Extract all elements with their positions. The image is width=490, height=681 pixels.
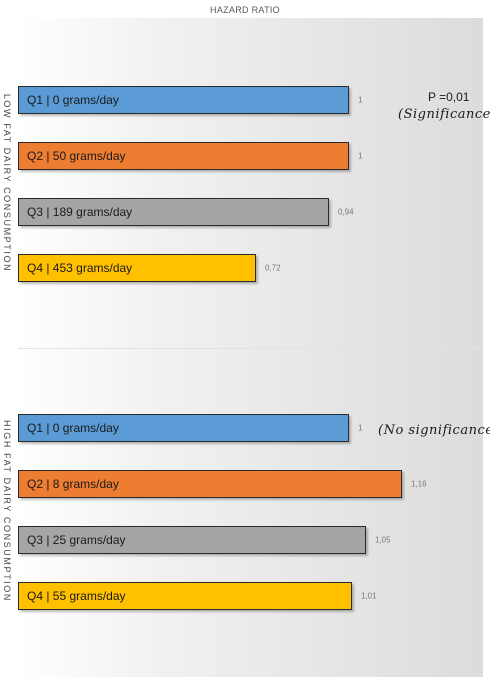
value-label: 1 xyxy=(358,423,363,433)
bar-low-q3: Q3 | 189 grams/day xyxy=(18,198,329,226)
value-label: 1,16 xyxy=(411,479,427,489)
no-significance-annotation: (No significance) xyxy=(378,423,490,438)
bar-label: Q1 | 0 grams/day xyxy=(27,93,119,107)
value-label: 1,01 xyxy=(361,591,377,601)
bar-label: Q3 | 25 grams/day xyxy=(27,533,126,547)
value-label: 1,05 xyxy=(375,535,391,545)
bar-label: Q3 | 189 grams/day xyxy=(27,205,133,219)
high-fat-group-label: HIGH FAT DAIRY CONSUMPTION xyxy=(2,420,12,602)
low-fat-group-label: LOW FAT DAIRY CONSUMPTION xyxy=(2,93,12,273)
value-label: 1 xyxy=(358,151,363,161)
low-fat-panel xyxy=(18,18,483,348)
value-label: 0,72 xyxy=(265,263,281,273)
chart-title: HAZARD RATIO xyxy=(210,5,280,15)
bar-low-q4: Q4 | 453 grams/day xyxy=(18,254,256,282)
significance-annotation: (Significance) xyxy=(398,107,490,122)
bar-high-q2: Q2 | 8 grams/day xyxy=(18,470,402,498)
high-fat-panel xyxy=(18,348,483,677)
bar-low-q2: Q2 | 50 grams/day xyxy=(18,142,349,170)
bar-low-q1: Q1 | 0 grams/day xyxy=(18,86,349,114)
bar-high-q4: Q4 | 55 grams/day xyxy=(18,582,352,610)
bar-label: Q2 | 50 grams/day xyxy=(27,149,126,163)
bar-high-q1: Q1 | 0 grams/day xyxy=(18,414,349,442)
p-value-annotation: P =0,01 xyxy=(428,90,470,104)
bar-label: Q4 | 55 grams/day xyxy=(27,589,126,603)
value-label: 1 xyxy=(358,95,363,105)
value-label: 0,94 xyxy=(338,207,354,217)
bar-high-q3: Q3 | 25 grams/day xyxy=(18,526,366,554)
bar-label: Q1 | 0 grams/day xyxy=(27,421,119,435)
bar-label: Q4 | 453 grams/day xyxy=(27,261,133,275)
bar-label: Q2 | 8 grams/day xyxy=(27,477,119,491)
